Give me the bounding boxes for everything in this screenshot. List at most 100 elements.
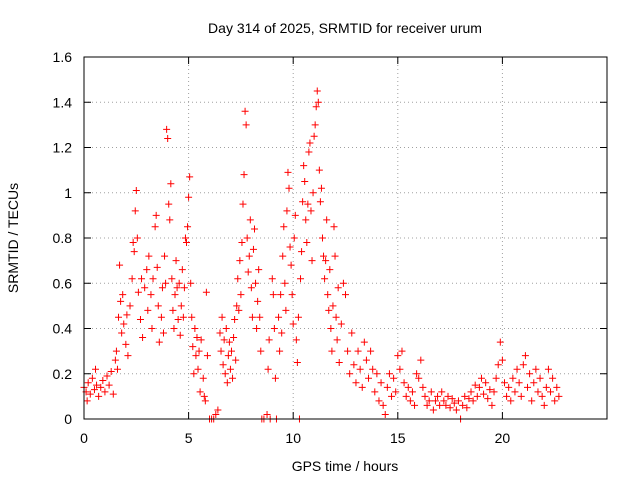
data-point bbox=[471, 381, 479, 389]
data-point bbox=[542, 383, 550, 391]
data-point bbox=[473, 392, 481, 400]
data-point bbox=[417, 356, 425, 364]
data-point bbox=[313, 87, 321, 95]
data-point bbox=[136, 315, 144, 323]
data-point bbox=[549, 374, 557, 382]
data-point bbox=[490, 388, 498, 396]
data-point bbox=[394, 352, 402, 360]
data-point bbox=[129, 239, 137, 247]
data-point bbox=[157, 313, 165, 321]
data-point bbox=[244, 268, 252, 276]
data-point bbox=[187, 279, 195, 287]
data-point bbox=[225, 338, 233, 346]
data-point bbox=[152, 211, 160, 219]
data-point bbox=[388, 392, 396, 400]
data-point bbox=[288, 291, 296, 299]
data-point bbox=[148, 325, 156, 332]
data-point bbox=[446, 404, 454, 412]
data-point bbox=[305, 148, 313, 156]
data-point bbox=[500, 379, 508, 387]
data-point bbox=[280, 223, 288, 231]
y-tick-label: 1.4 bbox=[53, 94, 73, 110]
data-point bbox=[185, 193, 193, 201]
data-points bbox=[80, 87, 563, 423]
data-point bbox=[318, 234, 326, 242]
data-point bbox=[111, 356, 119, 364]
data-point bbox=[413, 370, 421, 378]
data-point bbox=[322, 257, 330, 265]
data-point bbox=[532, 365, 540, 373]
data-point bbox=[86, 390, 94, 398]
data-point bbox=[193, 334, 201, 342]
data-point bbox=[339, 279, 347, 287]
data-point bbox=[480, 390, 488, 398]
data-point bbox=[385, 370, 393, 378]
data-point bbox=[551, 397, 559, 405]
data-point bbox=[444, 392, 452, 400]
data-point bbox=[183, 239, 191, 247]
data-point bbox=[118, 329, 126, 337]
data-point bbox=[158, 284, 166, 292]
data-point bbox=[278, 329, 286, 337]
data-point bbox=[307, 207, 315, 215]
data-point bbox=[92, 365, 100, 373]
data-point bbox=[250, 225, 258, 233]
data-point bbox=[521, 352, 529, 360]
data-point bbox=[109, 390, 117, 398]
data-point bbox=[165, 200, 173, 208]
data-point bbox=[224, 352, 232, 360]
data-point bbox=[167, 180, 175, 188]
data-point bbox=[257, 347, 265, 355]
data-point bbox=[285, 184, 293, 192]
data-point bbox=[263, 410, 271, 418]
data-point bbox=[469, 397, 477, 405]
data-point bbox=[256, 313, 264, 321]
x-tick-labels: 0 5 10 15 20 bbox=[80, 430, 510, 446]
data-point bbox=[325, 306, 333, 314]
data-point bbox=[286, 243, 294, 251]
data-point bbox=[328, 347, 336, 355]
data-point bbox=[434, 392, 442, 400]
data-point bbox=[408, 388, 416, 396]
y-tick-label: 1 bbox=[64, 185, 72, 201]
data-point bbox=[291, 211, 299, 219]
data-point bbox=[188, 313, 196, 321]
grid bbox=[84, 57, 607, 419]
data-point bbox=[235, 306, 243, 314]
data-point bbox=[196, 388, 204, 396]
data-point bbox=[369, 365, 377, 373]
data-point bbox=[519, 361, 527, 369]
y-tick-label: 0 bbox=[64, 411, 72, 427]
data-point bbox=[375, 397, 383, 405]
data-point bbox=[240, 171, 248, 179]
data-point bbox=[230, 334, 238, 342]
data-point bbox=[282, 306, 290, 314]
data-point bbox=[425, 397, 433, 405]
data-point bbox=[540, 401, 548, 409]
data-point bbox=[290, 234, 298, 242]
data-point bbox=[431, 397, 439, 405]
data-point bbox=[133, 234, 141, 242]
data-point bbox=[113, 365, 121, 373]
data-point bbox=[538, 392, 546, 400]
data-point bbox=[239, 200, 247, 208]
data-point bbox=[300, 162, 308, 170]
data-point bbox=[306, 139, 314, 147]
data-point bbox=[149, 275, 157, 283]
data-point bbox=[265, 336, 273, 344]
data-point bbox=[180, 284, 188, 292]
data-point bbox=[398, 347, 406, 355]
data-point bbox=[90, 386, 98, 394]
data-point bbox=[486, 386, 494, 394]
data-point bbox=[294, 313, 302, 321]
data-point bbox=[379, 401, 387, 409]
data-point bbox=[173, 284, 181, 292]
data-point bbox=[161, 252, 169, 260]
data-point bbox=[245, 252, 253, 260]
data-point bbox=[132, 186, 140, 194]
data-point bbox=[214, 406, 222, 414]
data-point bbox=[141, 284, 149, 292]
data-point bbox=[301, 177, 309, 185]
data-point bbox=[337, 320, 345, 328]
data-point bbox=[241, 107, 249, 115]
